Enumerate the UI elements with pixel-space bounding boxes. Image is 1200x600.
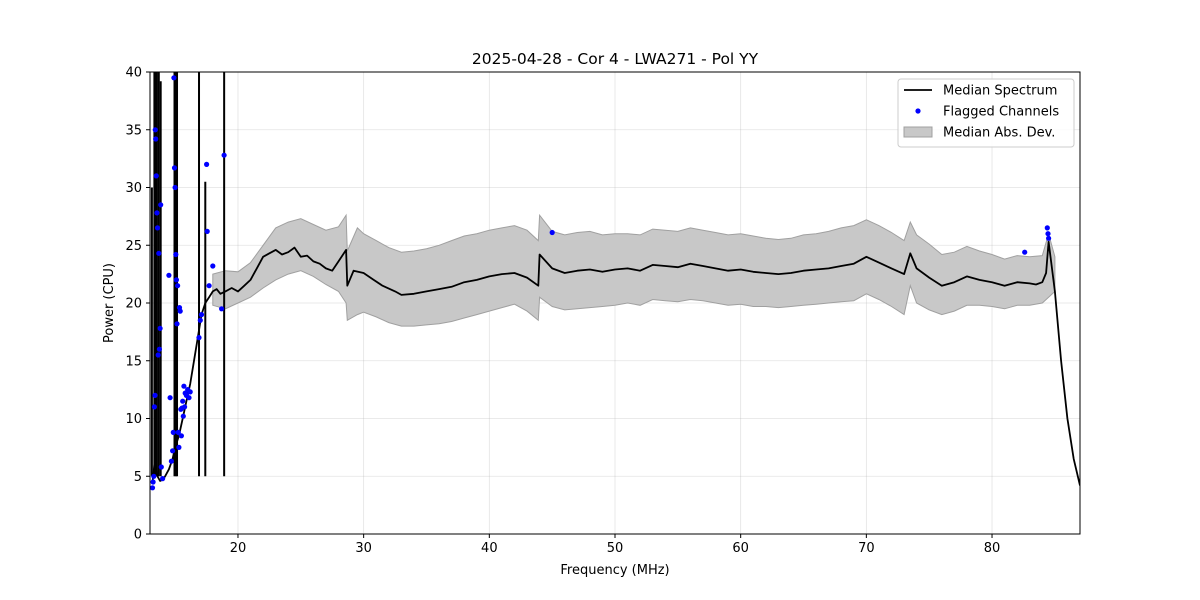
legend-patch-swatch <box>903 126 933 138</box>
y-tick-label: 5 <box>134 470 142 485</box>
flagged-channel-point <box>156 250 162 256</box>
flagged-channel-point <box>204 228 210 234</box>
flagged-channel-point <box>1046 235 1052 241</box>
flagged-channel-point <box>1045 231 1051 237</box>
y-tick-label: 35 <box>125 123 142 138</box>
median-spectrum-line <box>151 240 1080 486</box>
legend-marker-swatch <box>915 108 921 114</box>
flagged-channel-point <box>198 312 205 318</box>
flagged-channel-point <box>221 152 227 158</box>
x-tick-label: 20 <box>230 541 247 556</box>
flagged-channel-point <box>182 404 188 410</box>
legend-label: Median Spectrum <box>943 84 1057 99</box>
flagged-channel-point <box>167 395 173 401</box>
flagged-channel-point <box>153 173 159 179</box>
flagged-channel-point <box>210 263 216 269</box>
flagged-channel-point <box>154 210 160 216</box>
y-tick-label: 20 <box>125 297 142 312</box>
flagged-channel-point <box>172 184 178 191</box>
flagged-channel-point <box>157 325 163 331</box>
x-tick-label: 80 <box>984 541 1001 556</box>
flagged-channel-point <box>549 229 555 236</box>
flagged-channel-point <box>152 127 158 133</box>
flagged-channel-point <box>158 202 164 208</box>
flagged-channel-point <box>180 398 186 404</box>
flagged-channel-point <box>166 272 172 278</box>
flagged-channel-point <box>175 429 181 435</box>
legend-label: Flagged Channels <box>943 105 1059 120</box>
flagged-channel-point <box>206 283 212 289</box>
flagged-channel-point <box>1044 225 1050 231</box>
x-tick-label: 60 <box>732 541 749 556</box>
flagged-channel-point <box>186 395 192 401</box>
chart-title: 2025-04-28 - Cor 4 - LWA271 - Pol YY <box>472 50 759 68</box>
flagged-channel-point <box>204 161 210 167</box>
flagged-channel-point <box>154 225 161 231</box>
flagged-channel-point <box>158 464 164 470</box>
flagged-channel-point <box>150 479 156 485</box>
flagged-channel-point <box>175 283 181 289</box>
y-tick-label: 40 <box>125 66 142 81</box>
y-axis-label: Power (CPU) <box>102 263 117 343</box>
y-tick-label: 15 <box>125 354 142 369</box>
flagged-channel-point <box>160 476 166 482</box>
x-tick-label: 40 <box>481 541 498 556</box>
legend: Median Spectrum Flagged Channels Median Ab… <box>897 78 1075 148</box>
plot-area: 20 30 40 50 60 70 80 0 5 10 15 20 25 30 35 40 <box>125 66 1081 556</box>
flagged-channel-point <box>156 346 162 352</box>
flagged-channel-point <box>152 392 158 398</box>
x-tick-label: 70 <box>858 541 875 556</box>
flagged-channel-point <box>177 308 183 314</box>
legend-label: Median Abs. Dev. <box>943 126 1055 141</box>
flagged-channel-point <box>180 413 186 419</box>
flagged-channel-point <box>196 335 202 341</box>
y-tick-label: 0 <box>134 528 142 543</box>
flagged-channel-point <box>170 448 176 454</box>
y-tick-label: 25 <box>125 239 142 254</box>
flagged-channel-point <box>173 251 179 258</box>
flagged-channel-point <box>174 321 180 327</box>
flagged-channel-point <box>181 383 187 389</box>
flagged-channel-point <box>171 165 178 171</box>
flagged-channel-point <box>219 306 225 312</box>
x-tick-label: 50 <box>607 541 624 556</box>
plot-series-group <box>150 72 1080 491</box>
flagged-channel-point <box>171 75 177 81</box>
flagged-channel-point <box>153 136 159 142</box>
x-tick-label: 30 <box>355 541 372 556</box>
flagged-channel-point <box>178 433 184 439</box>
flagged-channel-point <box>187 389 193 395</box>
flagged-channel-point <box>151 404 157 410</box>
flagged-channel-point <box>176 444 182 450</box>
y-tick-label: 30 <box>125 181 142 196</box>
y-tick-label: 10 <box>125 412 142 427</box>
flagged-channel-point <box>150 485 156 491</box>
flagged-channel-point <box>170 429 176 435</box>
legend-box <box>897 78 1075 148</box>
flagged-channel-point <box>173 277 179 283</box>
x-axis-label: Frequency (MHz) <box>560 563 669 578</box>
flagged-channel-point <box>155 352 161 358</box>
flagged-channel-point <box>151 473 157 479</box>
flagged-channel-point <box>168 458 174 464</box>
flagged-channel-point <box>1022 249 1028 255</box>
flagged-channel-point <box>197 317 203 323</box>
